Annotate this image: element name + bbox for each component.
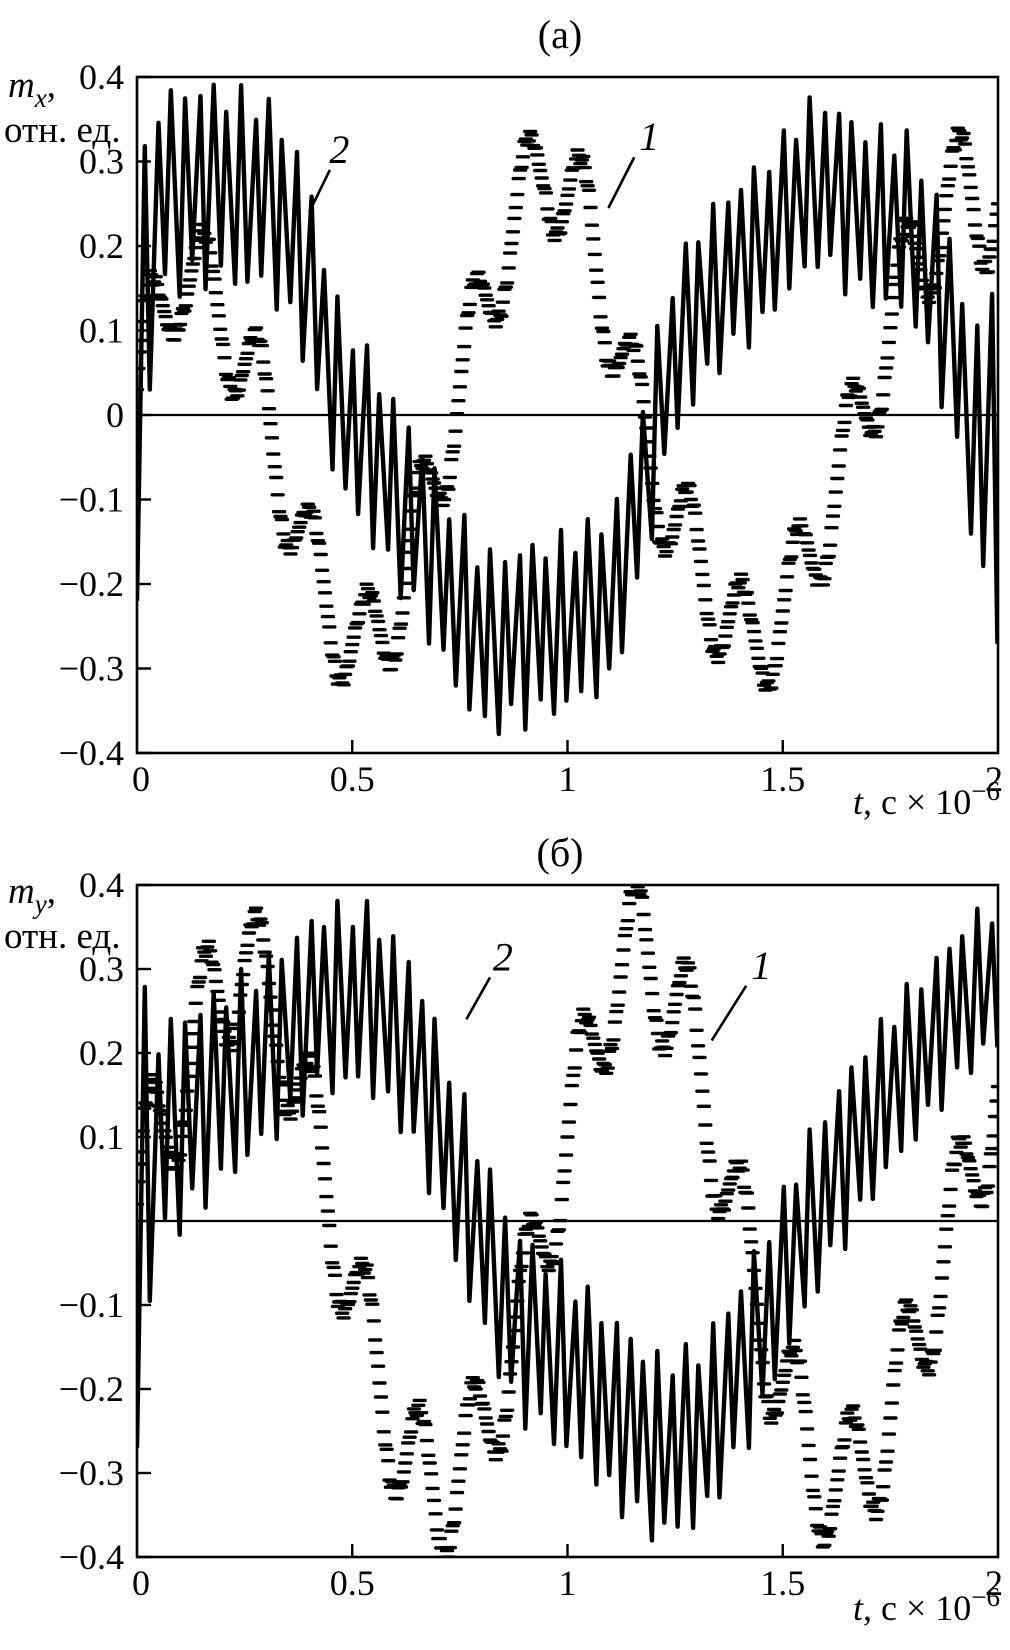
panel-b-ylabel-units: отн. ед.: [4, 916, 121, 957]
x-tick-label: 0: [132, 759, 150, 799]
panel-b-curves: [137, 885, 998, 1557]
x-tick-label: 1: [559, 1563, 577, 1603]
curve-2-label: 2: [329, 127, 349, 172]
panel-a-title: (а): [538, 12, 582, 57]
x-tick-label: 2: [985, 759, 1003, 799]
curve-1-leader-line: [607, 156, 636, 209]
curve-2-leader-line: [465, 976, 492, 1021]
panel-a-curve-labels: 12: [308, 114, 659, 213]
y-tick-label: 0.3: [79, 142, 124, 182]
curve-2-label: 2: [493, 934, 513, 979]
panel-b-ylabel: my,: [8, 871, 56, 919]
y-tick-label: 0: [106, 395, 124, 435]
y-tick-label: −0.4: [59, 1537, 124, 1577]
panel-a-ylabel-units: отн. ед.: [4, 110, 121, 151]
y-tick-label: 0.3: [79, 949, 124, 989]
panel-a-xlabel: t, с × 10−6: [853, 776, 1000, 822]
y-tick-label: −0.3: [59, 649, 124, 689]
x-tick-label: 2: [985, 1563, 1003, 1603]
y-tick-label: −0.1: [59, 480, 124, 520]
curve-1-label: 1: [639, 114, 659, 159]
y-tick-label: 0.2: [79, 1033, 124, 1073]
panel-a-curves: [137, 82, 998, 737]
panel-b-axes: 0.4 0.3 0.2 0.1 −0.1 −0.2 −0.3 −0.40 0.5 1 1.5 2: [59, 865, 1003, 1603]
y-tick-label: 0.1: [79, 1117, 124, 1157]
curve-2-solid: [137, 82, 998, 737]
y-tick-label: 0.1: [79, 311, 124, 351]
panel-a-ylabel: mx,: [8, 65, 56, 113]
y-tick-label: −0.2: [59, 564, 124, 604]
x-tick-label: 1.5: [760, 759, 805, 799]
curve-1-dashed: [137, 885, 998, 1557]
y-tick-label: −0.1: [59, 1285, 124, 1325]
panel-a: (а) mx, отн. ед. t, с × 10−6 0.4 0.3 0.2 0.…: [4, 12, 1003, 822]
y-tick-label: 0.2: [79, 226, 124, 266]
panel-a-axes: 0.40.30.20.10−0.1−0.2−0.3−0.40 0.5 1 1.5 2: [59, 57, 1003, 799]
x-tick-label: 0.5: [330, 759, 375, 799]
y-tick-label: −0.3: [59, 1453, 124, 1493]
x-tick-label: 1.5: [760, 1563, 805, 1603]
y-tick-label: −0.4: [59, 733, 124, 773]
panel-b-curve-labels: 12: [465, 934, 771, 1042]
panel-b-xlabel: t, с × 10−6: [853, 1582, 1000, 1628]
panel-b: (б) my, отн. ед. t, с × 10−6 0.40.30.20.…: [4, 830, 1003, 1628]
curve-1-leader-line: [710, 985, 748, 1042]
x-tick-label: 0: [132, 1563, 150, 1603]
panel-b-title: (б): [537, 830, 584, 875]
x-tick-label: 1: [559, 759, 577, 799]
y-tick-label: −0.2: [59, 1369, 124, 1409]
y-tick-label: 0.4: [79, 865, 124, 905]
x-tick-label: 0.5: [330, 1563, 375, 1603]
y-tick-label: 0.4: [79, 57, 124, 97]
curve-1-label: 1: [751, 943, 771, 988]
curve-2-solid: [137, 898, 998, 1543]
curve-2-leader-line: [308, 169, 332, 213]
